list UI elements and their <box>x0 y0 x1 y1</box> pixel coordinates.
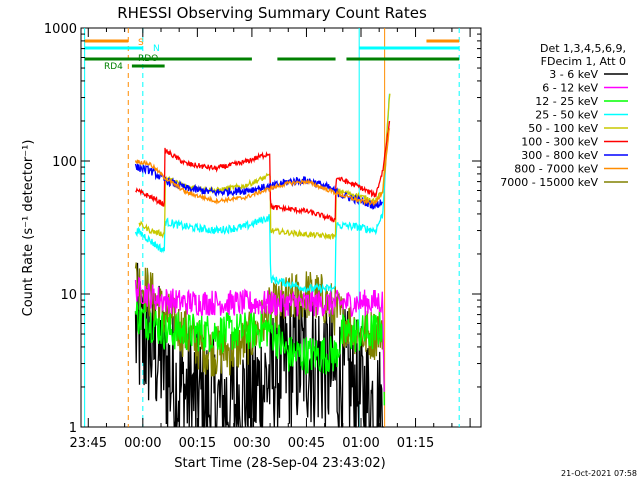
flag-label-n: N <box>153 44 160 54</box>
x-tick-label: 00:15 <box>179 436 216 451</box>
flag-label-s: S <box>138 38 144 48</box>
series-line-3 <box>134 93 391 294</box>
y-tick-label: 100 <box>52 155 77 170</box>
series-line-2 <box>134 301 385 406</box>
legend-title-line: FDecim 1, Att 0 <box>541 55 626 68</box>
legend-entry-label: 100 - 300 keV <box>521 136 598 149</box>
series-line-6 <box>134 163 383 210</box>
flag-label-rd4: RD4 <box>104 62 123 72</box>
legend-entry-label: 50 - 100 keV <box>528 122 598 135</box>
x-axis-label: Start Time (28-Sep-04 23:43:02) <box>174 456 385 471</box>
series-group <box>134 93 391 428</box>
legend-entry-label: 25 - 50 keV <box>535 109 598 122</box>
y-tick-label: 1 <box>69 421 77 436</box>
y-axis: 1 10 100 1000 <box>44 22 481 436</box>
x-tick-label: 00:45 <box>288 436 325 451</box>
plot-frame <box>80 27 482 428</box>
series-line-5 <box>135 120 391 223</box>
flag-label-rdo: RDO <box>138 54 158 64</box>
x-tick-label: 01:15 <box>397 436 434 451</box>
legend-entry-label: 800 - 7000 keV <box>514 163 598 176</box>
y-tick-label: 1000 <box>44 22 77 37</box>
y-tick-label: 10 <box>60 288 77 303</box>
x-tick-label: 01:00 <box>342 436 379 451</box>
x-tick-label: 00:30 <box>233 436 270 451</box>
legend: Det 1,3,4,5,6,9,FDecim 1, Att 03 - 6 keV… <box>500 42 628 189</box>
chart-title: RHESSI Observing Summary Count Rates <box>117 4 427 22</box>
legend-entry-label: 3 - 6 keV <box>549 68 598 81</box>
y-axis-label: Count Rate (s⁻¹ detector⁻¹) <box>21 140 36 317</box>
x-axis: 23:45 00:00 00:15 00:30 00:45 01:00 01:15 <box>70 28 471 451</box>
series-line-7 <box>134 128 391 207</box>
x-tick-label: 23:45 <box>70 436 107 451</box>
series-line-1 <box>134 276 385 392</box>
legend-entry-label: 7000 - 15000 keV <box>500 176 598 189</box>
legend-entry-label: 6 - 12 keV <box>542 82 598 95</box>
x-tick-label: 00:00 <box>124 436 161 451</box>
series-line-0 <box>134 262 385 428</box>
legend-title-line: Det 1,3,4,5,6,9, <box>540 42 626 55</box>
legend-entry-label: 12 - 25 keV <box>535 95 598 108</box>
legend-entry-label: 300 - 800 keV <box>521 149 598 162</box>
footer-date: 21-Oct-2021 07:58 <box>561 469 637 478</box>
